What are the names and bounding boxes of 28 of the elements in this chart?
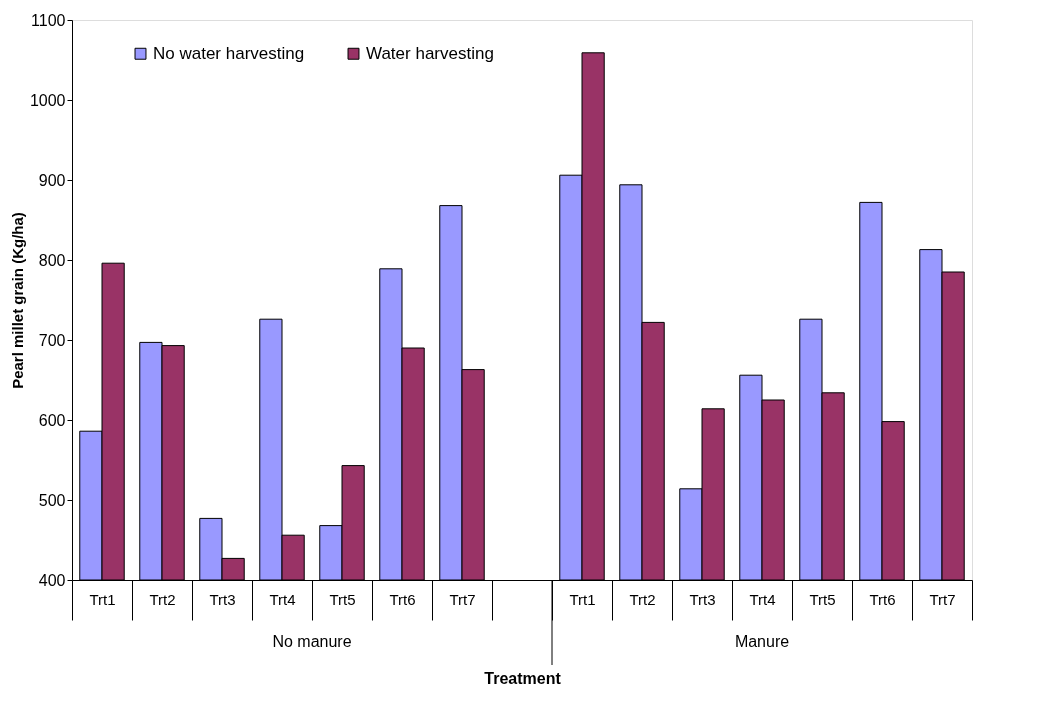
y-tick-label: 1100	[31, 11, 66, 29]
y-tick-label: 600	[38, 411, 66, 429]
x-tick-label: Trt7	[929, 590, 956, 608]
legend-label: Water harvesting	[366, 43, 494, 63]
x-tick-label: Trt3	[209, 590, 236, 608]
x-tick-label: Trt7	[449, 590, 476, 608]
x-tick-label: Trt4	[269, 590, 296, 608]
x-tick-label: Trt5	[809, 590, 836, 608]
y-axis-title: Pearl millet grain (Kg/ha)	[8, 212, 26, 389]
y-tick-label: 800	[38, 251, 66, 269]
x-tick-label: Trt5	[329, 590, 356, 608]
x-tick-label: Trt2	[629, 590, 656, 608]
y-tick-label: 400	[38, 571, 66, 589]
x-tick-label: Trt1	[569, 590, 596, 608]
x-tick-label: Trt2	[149, 590, 176, 608]
y-tick-label: 900	[38, 171, 66, 189]
x-tick-label: Trt6	[389, 590, 416, 608]
x-tick-label: Trt4	[749, 590, 776, 608]
x-axis-title: Treatment	[484, 670, 562, 687]
legend-label: No water harvesting	[153, 43, 305, 63]
x-tick-label: Trt6	[869, 590, 896, 608]
x-tick-label: Trt3	[689, 590, 716, 608]
y-tick-label: 500	[38, 491, 66, 509]
y-tick-label: 700	[38, 331, 66, 349]
x-tick-label: Trt1	[89, 590, 116, 608]
text: No manure	[272, 633, 352, 650]
y-tick-label: 1000	[29, 91, 66, 109]
text: Manure	[734, 633, 790, 650]
